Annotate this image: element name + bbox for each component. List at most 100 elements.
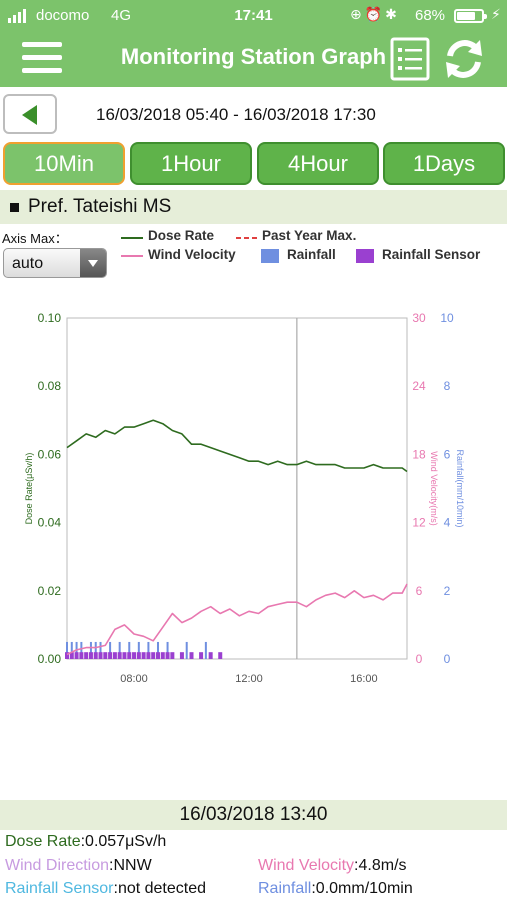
back-button[interactable]: [3, 94, 57, 134]
rainfall-sensor-bar: [179, 652, 184, 659]
rainfall-bar: [118, 641, 121, 659]
rainfall-sensor-bar: [132, 652, 137, 659]
y-right-rainfall-tick-label: 4: [444, 516, 451, 530]
y-left-tick-label: 0.06: [38, 447, 62, 461]
dose-rate-value: :0.057μSv/h: [80, 833, 167, 850]
rainfall-bar: [94, 641, 97, 659]
page-title: Monitoring Station Graph: [120, 44, 387, 69]
rainfall-bar: [70, 641, 73, 659]
list-icon: [390, 37, 430, 81]
rainfall-sensor-bar: [208, 652, 213, 659]
rainfall-value: :0.0mm/10min: [311, 880, 413, 897]
list-view-button[interactable]: [390, 37, 430, 81]
rainfall-sensor-bar: [155, 652, 160, 659]
chevron-down-icon: [80, 249, 106, 277]
refresh-icon: [446, 40, 482, 78]
rainfall-bar: [99, 641, 102, 659]
tab-10min[interactable]: 10Min: [3, 142, 125, 185]
rainfall-bar: [66, 641, 68, 659]
interval-tabs: 10Min 1Hour 4Hour 1Days: [0, 140, 507, 188]
wind-direction-label: Wind Direction: [5, 857, 110, 874]
triangle-left-icon: [22, 105, 37, 125]
alarm-icon: ⏰: [364, 6, 386, 22]
y-left-axis-title: Dose Rate(μSv/h): [24, 453, 34, 525]
y-right-rainfall-tick-label: 2: [444, 584, 451, 598]
x-tick-label: 12:00: [235, 673, 263, 685]
rainfall-sensor-label: Rainfall Sensor: [5, 880, 114, 897]
x-tick-label: 08:00: [120, 673, 148, 685]
wind-velocity-label: Wind Velocity: [258, 857, 355, 874]
rainfall-sensor-bar: [199, 652, 204, 659]
rainfall-bar: [185, 641, 188, 659]
axis-max-value: auto: [12, 255, 44, 272]
rainfall-bar: [89, 641, 92, 659]
date-range-row: 16/03/2018 05:40 - 16/03/2018 17:30: [0, 88, 507, 140]
legend-wind-velocity: Wind Velocity: [148, 247, 236, 262]
charging-icon: ⚡: [491, 6, 501, 22]
dose-rate-chart[interactable]: 0.000.020.040.060.080.100612182430024681…: [0, 300, 507, 700]
rainfall-sensor-legend-swatch: [356, 249, 374, 263]
refresh-button[interactable]: [442, 36, 486, 82]
rainfall-sensor-bar: [141, 652, 146, 659]
plot-area: [66, 317, 408, 660]
rainfall-sensor-bar: [151, 652, 156, 659]
nav-bar: Monitoring Station Graph: [0, 32, 507, 87]
y-right-wind-axis-title: Wind Velocity(m/s): [429, 451, 439, 526]
x-tick-label: 16:00: [350, 673, 378, 685]
rainfall-legend-swatch: [261, 249, 279, 263]
legend-dose-rate: Dose Rate: [148, 228, 215, 243]
y-right-wind-tick-label: 30: [412, 311, 426, 325]
y-left-tick-label: 0.04: [38, 516, 62, 530]
axis-max-label: Axis Max：: [2, 231, 68, 246]
y-right-rainfall-tick-label: 8: [444, 379, 451, 393]
legend-rainfall-sensor: Rainfall Sensor: [382, 247, 481, 262]
carrier-name: docomo: [36, 7, 90, 24]
rainfall-sensor-bar: [98, 652, 103, 659]
rainfall-sensor-bar: [170, 652, 175, 659]
rainfall-sensor-bar: [103, 652, 108, 659]
tab-4hour[interactable]: 4Hour: [257, 142, 379, 185]
y-right-wind-tick-label: 12: [412, 516, 426, 530]
tab-1days[interactable]: 1Days: [383, 142, 505, 185]
wind-velocity-value: :4.8m/s: [354, 857, 407, 874]
y-right-rainfall-tick-label: 6: [444, 447, 451, 461]
rainfall-bar: [156, 641, 159, 659]
y-right-wind-tick-label: 18: [412, 447, 426, 461]
battery-icon: [454, 9, 487, 23]
battery-percent: 68%: [415, 7, 446, 24]
rainfall-sensor-bar: [65, 652, 69, 659]
rainfall-sensor-bar: [79, 652, 84, 659]
rainfall-sensor-bar: [218, 652, 223, 659]
menu-button[interactable]: [22, 40, 62, 76]
tab-1hour[interactable]: 1Hour: [130, 142, 252, 185]
past-year-max-legend-swatch: [236, 237, 258, 239]
rainfall-sensor-bar: [69, 652, 74, 659]
rainfall-sensor-bar: [127, 652, 132, 659]
rainfall-bar: [80, 641, 83, 659]
dose-rate-line: [66, 419, 408, 473]
y-left-tick-label: 0.02: [38, 584, 62, 598]
y-right-rainfall-axis-title: Rainfall(mm/10min): [455, 449, 465, 527]
axis-max-select[interactable]: auto: [3, 248, 107, 278]
rainfall-sensor-bar: [165, 652, 170, 659]
rainfall-sensor-bar: [122, 652, 127, 659]
station-name: Pref. Tateishi MS: [28, 196, 172, 217]
legend-past-year-max: Past Year Max.: [262, 228, 357, 243]
rainfall-sensor-bar: [117, 652, 122, 659]
rainfall-sensor-value: :not detected: [113, 880, 207, 897]
rainfall-bar: [204, 641, 207, 659]
y-left-tick-label: 0.08: [38, 379, 62, 393]
y-right-rainfall-tick-label: 10: [440, 311, 454, 325]
signal-strength-icon: [8, 9, 26, 23]
readout-wind-direction: Wind Direction:NNW: [5, 857, 152, 875]
status-bar: docomo 4G 17:41 ⊕⏰✱ 68% ⚡: [0, 0, 507, 32]
y-right-wind-tick-label: 24: [412, 379, 426, 393]
rainfall-bar: [147, 641, 150, 659]
chart-legend: Dose Rate Past Year Max. Wind Velocity R…: [0, 228, 507, 268]
rainfall-sensor-bar: [88, 652, 93, 659]
y-right-wind-tick-label: 0: [416, 652, 423, 666]
readout-rainfall: Rainfall:0.0mm/10min: [258, 880, 413, 898]
rainfall-bar: [137, 641, 140, 659]
legend-rainfall: Rainfall: [287, 247, 336, 262]
rainfall-label: Rainfall: [258, 880, 312, 897]
